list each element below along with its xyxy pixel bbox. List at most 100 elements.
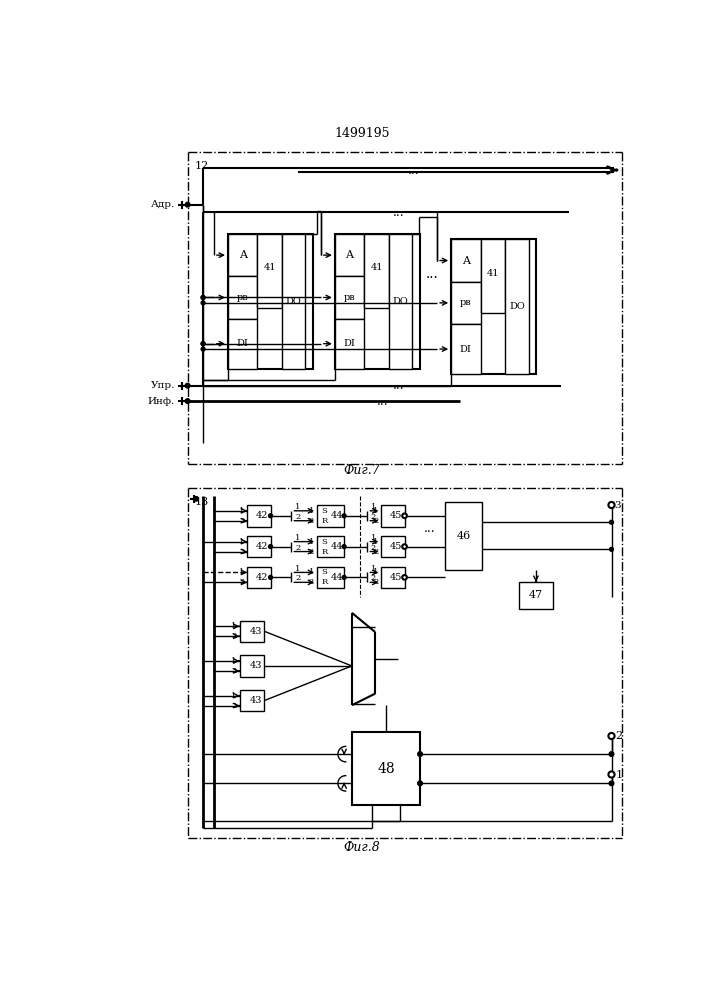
Text: 2: 2 bbox=[373, 548, 378, 556]
Circle shape bbox=[609, 547, 614, 551]
Text: 2: 2 bbox=[371, 513, 376, 521]
Circle shape bbox=[201, 342, 205, 346]
Text: DO: DO bbox=[286, 297, 302, 306]
Circle shape bbox=[185, 399, 190, 403]
Text: 2: 2 bbox=[231, 667, 237, 675]
Text: 45: 45 bbox=[390, 511, 402, 520]
Bar bbox=[364, 234, 389, 308]
Text: 2: 2 bbox=[373, 578, 378, 586]
Text: 2: 2 bbox=[239, 548, 245, 556]
Text: Фиг.7: Фиг.7 bbox=[344, 464, 380, 477]
Bar bbox=[381, 567, 404, 588]
Circle shape bbox=[269, 575, 272, 579]
Circle shape bbox=[201, 301, 205, 305]
Text: 45: 45 bbox=[390, 573, 402, 582]
Circle shape bbox=[194, 497, 199, 501]
Text: ...: ... bbox=[426, 267, 438, 281]
Bar bbox=[228, 276, 257, 319]
Text: Фиг.8: Фиг.8 bbox=[344, 841, 380, 854]
Text: 1: 1 bbox=[309, 507, 315, 515]
Bar bbox=[228, 234, 257, 276]
Text: 2: 2 bbox=[295, 544, 300, 552]
Text: ...: ... bbox=[377, 395, 389, 408]
Bar bbox=[506, 239, 529, 374]
Text: ...: ... bbox=[392, 379, 404, 392]
Text: ...: ... bbox=[408, 164, 420, 177]
Bar bbox=[335, 276, 364, 319]
Text: A: A bbox=[462, 256, 469, 266]
Text: DI: DI bbox=[344, 339, 356, 348]
Circle shape bbox=[609, 520, 614, 524]
Bar bbox=[247, 536, 271, 557]
Circle shape bbox=[402, 513, 407, 518]
Bar bbox=[451, 239, 481, 282]
Text: ...: ... bbox=[392, 206, 404, 219]
Text: 43: 43 bbox=[250, 627, 262, 636]
Text: 1: 1 bbox=[373, 568, 378, 576]
Circle shape bbox=[185, 383, 190, 388]
Bar bbox=[240, 655, 264, 677]
Circle shape bbox=[609, 502, 614, 508]
Text: 43: 43 bbox=[250, 661, 262, 670]
Text: 41: 41 bbox=[486, 269, 499, 278]
Text: 41: 41 bbox=[264, 263, 276, 272]
Text: DO: DO bbox=[509, 302, 525, 311]
Text: R: R bbox=[322, 578, 328, 586]
Circle shape bbox=[201, 296, 205, 299]
Bar bbox=[481, 239, 506, 313]
Text: 2: 2 bbox=[239, 517, 245, 525]
Text: 2: 2 bbox=[373, 517, 378, 525]
Bar bbox=[317, 567, 344, 588]
Text: 2: 2 bbox=[231, 702, 237, 710]
Text: 47: 47 bbox=[529, 590, 543, 600]
Text: 42: 42 bbox=[255, 542, 268, 551]
Circle shape bbox=[342, 514, 346, 518]
Text: 1: 1 bbox=[239, 538, 245, 546]
Text: 1: 1 bbox=[239, 507, 245, 515]
Text: 42: 42 bbox=[255, 511, 268, 520]
Text: 1: 1 bbox=[231, 622, 237, 630]
Circle shape bbox=[201, 296, 205, 299]
Bar bbox=[247, 567, 271, 588]
Bar bbox=[317, 505, 344, 527]
Text: 1: 1 bbox=[616, 770, 623, 780]
Bar bbox=[257, 234, 282, 308]
Text: pв: pв bbox=[460, 298, 472, 307]
Text: S: S bbox=[322, 568, 327, 576]
Bar bbox=[335, 319, 364, 369]
Circle shape bbox=[609, 733, 614, 739]
Text: 1: 1 bbox=[309, 538, 315, 546]
Text: 2: 2 bbox=[239, 578, 245, 586]
Text: A: A bbox=[238, 250, 247, 260]
Bar bbox=[451, 282, 481, 324]
Circle shape bbox=[342, 575, 346, 579]
Text: 2: 2 bbox=[309, 517, 314, 525]
Text: 1: 1 bbox=[373, 507, 378, 515]
Circle shape bbox=[609, 752, 614, 756]
Text: 2: 2 bbox=[309, 578, 314, 586]
Bar bbox=[317, 536, 344, 557]
Bar bbox=[389, 234, 412, 369]
Bar bbox=[282, 234, 305, 369]
Text: 1: 1 bbox=[371, 565, 376, 573]
Text: 1499195: 1499195 bbox=[334, 127, 390, 140]
Text: A: A bbox=[346, 250, 354, 260]
Text: 2: 2 bbox=[616, 731, 623, 741]
Text: 1: 1 bbox=[231, 692, 237, 700]
Bar bbox=[352, 732, 420, 805]
Text: 2: 2 bbox=[371, 544, 376, 552]
Text: 2: 2 bbox=[371, 574, 376, 582]
Text: 44: 44 bbox=[330, 542, 343, 551]
Text: R: R bbox=[322, 548, 328, 556]
Text: 44: 44 bbox=[330, 573, 343, 582]
Bar bbox=[335, 234, 364, 276]
Text: 44: 44 bbox=[330, 511, 343, 520]
Bar bbox=[451, 324, 481, 374]
Text: 2: 2 bbox=[295, 574, 300, 582]
Text: ...: ... bbox=[423, 522, 436, 535]
Circle shape bbox=[418, 781, 422, 786]
Circle shape bbox=[418, 752, 422, 756]
Circle shape bbox=[201, 342, 205, 346]
Bar bbox=[381, 505, 404, 527]
Circle shape bbox=[402, 575, 407, 580]
